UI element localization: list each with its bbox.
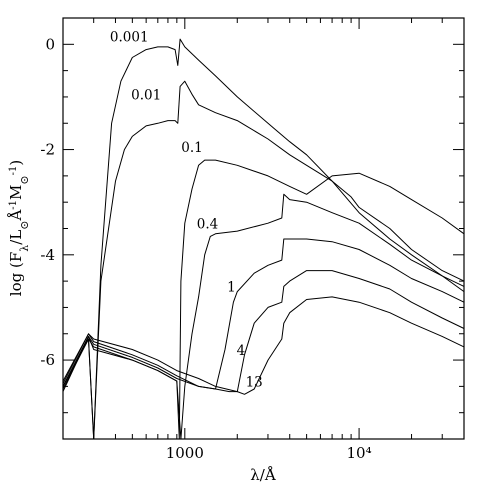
series-line-6: [62, 296, 465, 395]
y-tick-label: -4: [40, 246, 55, 264]
series-label-0: 0.001: [110, 30, 149, 46]
series-label-3: 0.4: [197, 217, 218, 233]
y-tick-label: -2: [40, 141, 55, 159]
tick-labels: 1000 10⁴ 0 -2 -4 -6: [40, 35, 371, 462]
series-label-4: 1: [227, 280, 236, 296]
series-labels: 0.001 0.01 0.1 0.4 1 413: [110, 30, 263, 391]
series-line-5: [62, 270, 465, 393]
plot-frame: [62, 17, 465, 440]
series-label-2: 0.1: [181, 140, 202, 156]
series-line-0: [62, 38, 465, 440]
series-line-3: [62, 193, 465, 440]
y-tick-label: 0: [45, 35, 55, 53]
y-axis-label: log (Fλ/L⊙Å-1M⊙-1): [7, 160, 31, 296]
series-line-2: [62, 159, 465, 440]
series-curves: [62, 38, 465, 440]
series-label-6: 13: [246, 374, 263, 390]
series-line-4: [62, 238, 465, 390]
series-label-5: 4: [237, 343, 246, 359]
x-tick-label: 1000: [166, 444, 204, 462]
x-axis-label: λ/Å: [250, 466, 276, 484]
y-tick-label: -6: [40, 351, 55, 369]
series-label-1: 0.01: [131, 88, 161, 104]
axis-ticks: [62, 17, 465, 440]
series-line-1: [62, 80, 465, 440]
x-tick-label: 10⁴: [347, 444, 372, 462]
